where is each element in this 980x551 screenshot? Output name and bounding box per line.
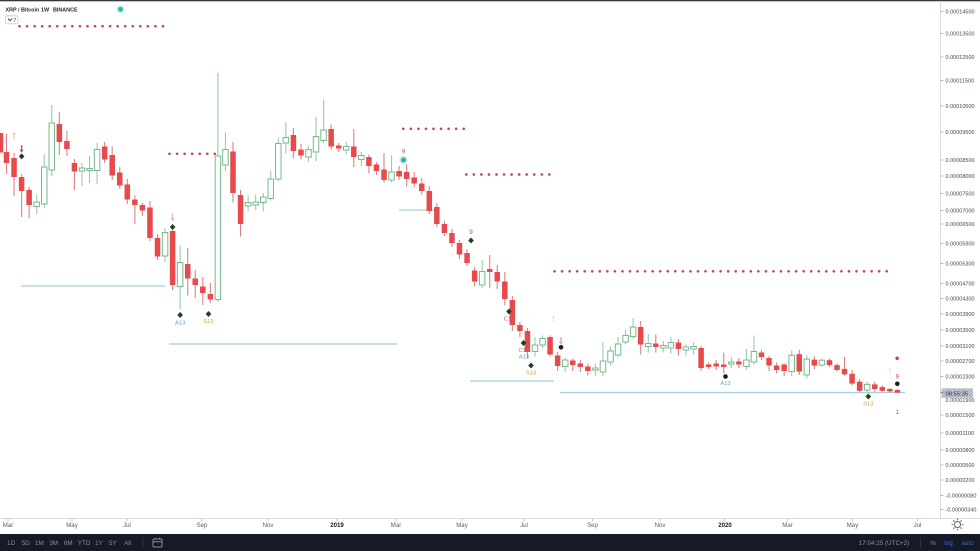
svg-text:0.00008500: 0.00008500 [946,158,975,164]
svg-text:Nov: Nov [263,522,275,529]
svg-text:All: All [124,540,131,547]
svg-text:1Y: 1Y [95,540,104,547]
svg-text:A13: A13 [720,381,730,387]
svg-text:17:04:25 (UTC+2): 17:04:25 (UTC+2) [859,540,910,547]
svg-text:0.00001500: 0.00001500 [946,413,975,419]
svg-text:-0.00000340: -0.00000340 [946,508,977,514]
svg-text:May: May [66,522,78,529]
svg-text:C13: C13 [518,348,529,354]
svg-text:0.00000800: 0.00000800 [946,448,975,454]
svg-text:0.00002700: 0.00002700 [946,359,975,365]
svg-text:-0.00000080: -0.00000080 [946,494,977,500]
svg-text:0.00005300: 0.00005300 [946,262,975,268]
svg-text:0.00014500: 0.00014500 [946,10,975,16]
svg-text:0.00002300: 0.00002300 [946,375,975,381]
svg-text:9: 9 [402,150,406,156]
svg-text:2019: 2019 [330,522,344,529]
svg-text:Sep: Sep [587,522,598,529]
svg-text:S13: S13 [526,371,536,377]
svg-text:%: % [930,540,936,547]
svg-text:5Y: 5Y [109,540,118,547]
svg-text:9: 9 [896,374,900,380]
svg-text:0.00003100: 0.00003100 [946,344,975,350]
svg-text:0.00013500: 0.00013500 [946,32,975,38]
svg-text:3M: 3M [49,540,58,547]
svg-text:1: 1 [896,410,900,416]
svg-text:0.00009500: 0.00009500 [946,130,975,136]
svg-text:5D: 5D [22,540,31,547]
svg-text:auto: auto [961,540,974,547]
svg-text:0.00000500: 0.00000500 [946,463,975,469]
svg-text:0.00004700: 0.00004700 [946,282,975,288]
svg-text:Sep: Sep [197,522,208,529]
svg-text:YTD: YTD [78,540,91,547]
svg-text:2020: 2020 [718,522,732,529]
svg-text:XRP / Bitcoin: XRP / Bitcoin [6,8,40,14]
svg-text:7: 7 [13,18,16,24]
svg-text:0.00008000: 0.00008000 [946,174,975,180]
svg-text:A13: A13 [519,355,529,361]
svg-text:0.00012500: 0.00012500 [946,55,975,61]
svg-text:Jul: Jul [123,522,131,529]
svg-text:Jul: Jul [520,522,528,529]
svg-text:May: May [456,522,468,529]
svg-text:1M: 1M [35,540,44,547]
svg-text:0.00001100: 0.00001100 [946,431,975,437]
svg-text:Nov: Nov [655,522,667,529]
svg-text:0.00007000: 0.00007000 [946,209,975,215]
svg-text:0.00005900: 0.00005900 [946,242,975,248]
svg-text:Mar: Mar [391,522,402,529]
svg-text:9: 9 [469,230,473,236]
svg-text:Mar: Mar [782,522,793,529]
svg-text:A13: A13 [175,321,185,327]
svg-text:0.00000200: 0.00000200 [946,478,975,484]
svg-text:log: log [944,540,953,547]
svg-text:BINANCE: BINANCE [53,8,78,14]
svg-text:0.00003500: 0.00003500 [946,328,975,334]
svg-text:0.00003900: 0.00003900 [946,312,975,318]
svg-text:1D: 1D [7,540,16,547]
svg-text:0.00004300: 0.00004300 [946,297,975,303]
svg-text:08:55:35: 08:55:35 [946,391,969,397]
svg-text:0.00011500: 0.00011500 [946,79,975,85]
svg-text:May: May [847,522,859,529]
svg-text:S13: S13 [863,402,873,408]
svg-text:0.00006500: 0.00006500 [946,222,975,228]
svg-text:Jul: Jul [914,522,922,529]
svg-text:0.00010500: 0.00010500 [946,104,975,110]
svg-text:Mar: Mar [3,522,14,529]
svg-text:0.00001900: 0.00001900 [946,398,975,404]
svg-text:S13: S13 [203,319,213,325]
svg-text:1W: 1W [41,8,50,14]
svg-text:0.00007500: 0.00007500 [946,192,975,198]
svg-text:C13: C13 [504,317,515,323]
svg-text:6M: 6M [64,540,73,547]
